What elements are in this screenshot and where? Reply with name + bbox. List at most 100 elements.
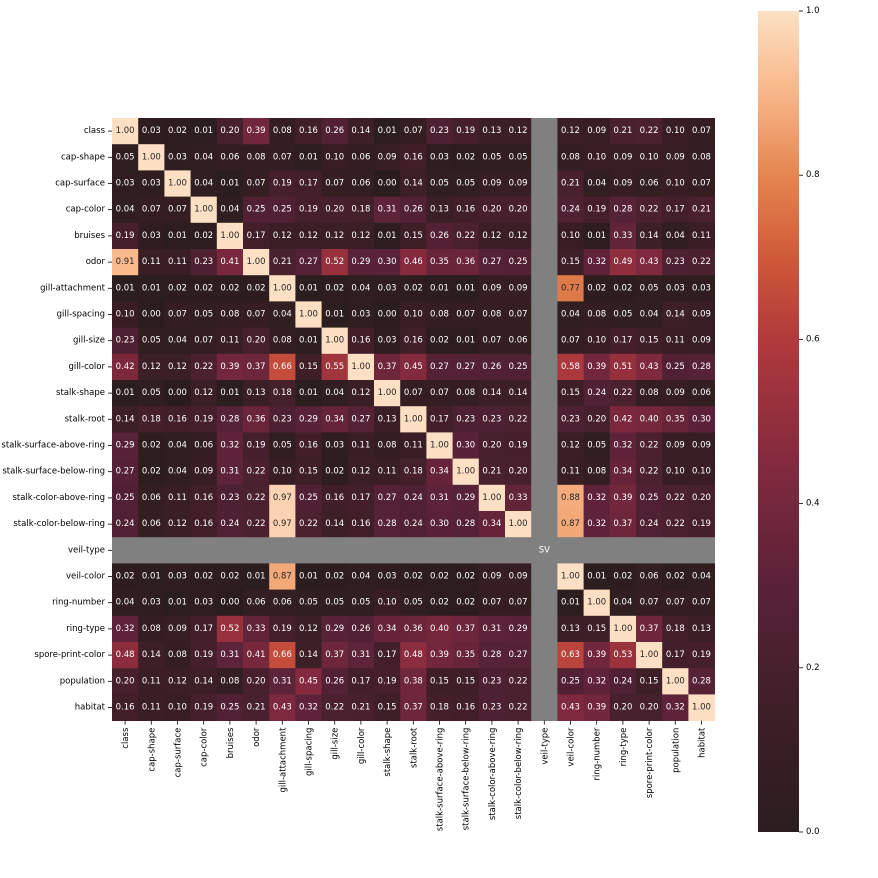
cell-value-label: 0.18 (142, 414, 161, 424)
heatmap-cell (374, 196, 401, 224)
y-tick-label: population (60, 676, 105, 686)
cell-value-label: 0.22 (299, 519, 318, 529)
heatmap-cell (426, 406, 453, 433)
heatmap-cell (505, 563, 532, 590)
heatmap-cell (636, 694, 663, 721)
cell-value-label: 0.04 (194, 179, 213, 189)
cell-value-label: 0.10 (666, 467, 685, 477)
cell-value-label: 0.02 (194, 231, 213, 241)
heatmap-cell (426, 170, 453, 197)
cell-value-label: 0.32 (587, 676, 606, 686)
heatmap-cell (426, 327, 453, 355)
heatmap-cell (374, 406, 401, 433)
cell-value-label: 0.07 (509, 310, 528, 320)
heatmap-cell (243, 249, 270, 276)
cell-value-label: 0.37 (613, 519, 632, 529)
cell-value-label: 0.27 (430, 362, 449, 372)
cell-value-label: 0.13 (378, 414, 397, 424)
x-tick-label: odor (252, 727, 262, 747)
heatmap-cell (557, 615, 584, 643)
cell-value-label: 0.34 (430, 467, 449, 477)
cell-value-label: 0.40 (640, 414, 659, 424)
heatmap-cell (347, 642, 375, 669)
cell-value-label: 0.02 (325, 467, 344, 477)
cell-value-label: 0.11 (142, 676, 161, 686)
heatmap-cell (112, 589, 139, 617)
heatmap-cell (662, 275, 689, 302)
cell-value-label: 0.11 (666, 336, 685, 346)
heatmap-cell (400, 196, 427, 224)
cell-value-label: 0.28 (613, 205, 632, 215)
cell-value-label: 0.35 (666, 414, 685, 424)
heatmap-cell (321, 380, 349, 407)
heatmap-cell (505, 642, 532, 669)
cell-value-label: 0.51 (613, 362, 632, 372)
heatmap-cell (426, 222, 453, 250)
cell-value-label: 0.13 (247, 388, 266, 398)
cell-value-label: 0.17 (299, 179, 318, 189)
heatmap-cell (347, 406, 375, 433)
heatmap-cell (452, 642, 480, 669)
heatmap-cell (164, 563, 191, 590)
heatmap-cell (190, 301, 218, 328)
heatmap-cell (662, 222, 689, 250)
heatmap-cell (374, 170, 401, 197)
cell-value-label: 0.20 (220, 126, 239, 136)
heatmap-cell (347, 484, 375, 512)
heatmap-cell (295, 694, 322, 721)
heatmap-cell (138, 589, 165, 617)
heatmap-cell (112, 668, 139, 695)
cell-value-label: 0.19 (194, 703, 213, 713)
cell-value-label: 0.04 (640, 310, 659, 320)
cell-value-label: 0.15 (456, 676, 475, 686)
cell-value-label: 0.06 (351, 179, 370, 189)
cell-value-label: 0.08 (168, 650, 187, 660)
cell-value-label: 0.02 (142, 441, 161, 451)
heatmap-cell (112, 537, 139, 564)
heatmap-cell (138, 406, 165, 433)
cell-value-label: 0.10 (666, 179, 685, 189)
cell-value-label: 0.05 (142, 336, 161, 346)
heatmap-cell (112, 249, 139, 276)
y-tick-label: stalk-root (65, 414, 106, 424)
heatmap-cell (609, 406, 637, 433)
cell-value-label: 0.22 (194, 362, 213, 372)
cell-value-label: 0.04 (273, 310, 292, 320)
heatmap-cell (190, 249, 218, 276)
heatmap-cell (662, 615, 689, 643)
heatmap-cell (269, 511, 296, 538)
heatmap-cell (216, 249, 244, 276)
cell-value-label: SV (539, 545, 550, 555)
heatmap-cell (478, 301, 506, 328)
heatmap-cell (636, 432, 663, 459)
heatmap-cell (400, 118, 427, 145)
heatmap-cell (452, 458, 480, 486)
heatmap-cell (347, 118, 375, 145)
heatmap-cell (688, 432, 715, 459)
heatmap-cell (164, 615, 191, 643)
heatmap-cell (583, 406, 611, 433)
y-tick-label: gill-spacing (57, 310, 105, 320)
cell-value-label: 0.09 (509, 572, 528, 582)
heatmap-cell (452, 484, 480, 512)
heatmap-cell (583, 170, 611, 197)
heatmap-cell (295, 380, 322, 407)
cell-value-label: 0.52 (220, 624, 239, 634)
heatmap-cell (662, 301, 689, 328)
x-tick-label: veil-color (567, 727, 577, 766)
cell-value-label: 0.46 (404, 257, 423, 267)
cell-value-label: 0.19 (247, 441, 266, 451)
heatmap-cell (216, 170, 244, 197)
heatmap-cell (190, 458, 218, 486)
x-tick-label: cap-surface (174, 728, 184, 778)
y-tick-label: cap-shape (61, 152, 105, 162)
heatmap-cell (243, 301, 270, 328)
heatmap-cell (295, 353, 322, 381)
heatmap-cell (426, 668, 453, 695)
heatmap-cell (400, 563, 427, 590)
cell-value-label: 0.16 (194, 519, 213, 529)
heatmap-cell (216, 196, 244, 224)
cell-value-label: 0.20 (247, 676, 266, 686)
heatmap-cell (557, 484, 584, 512)
